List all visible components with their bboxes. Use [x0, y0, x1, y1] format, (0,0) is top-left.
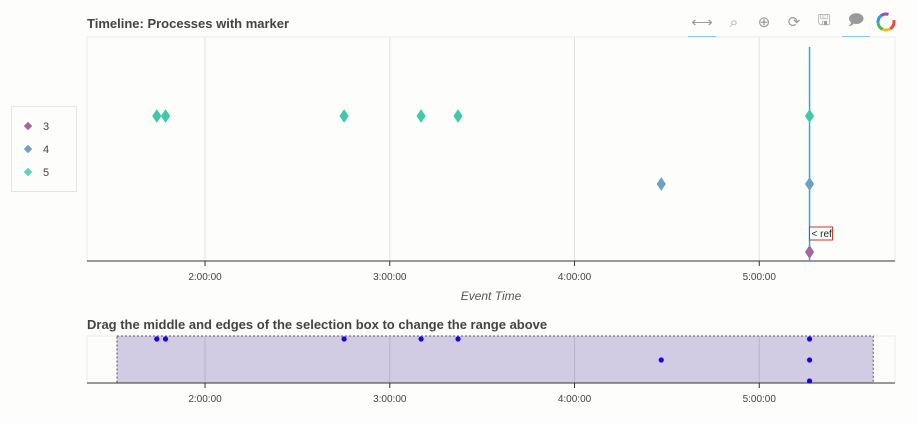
- range-point-process-4: [806, 357, 813, 363]
- range-point-process-5: [341, 336, 347, 342]
- data-point-process-3: [804, 245, 815, 259]
- range-point-process-5: [418, 336, 424, 342]
- data-point-process-4: [804, 177, 815, 191]
- main-title: Timeline: Processes with marker: [87, 16, 290, 31]
- legend-label-4: 4: [43, 144, 50, 156]
- range-tick-label: 5:00:00: [743, 394, 777, 405]
- data-point-process-5: [453, 109, 463, 123]
- range-tick-label: 4:00:00: [558, 394, 592, 405]
- range-point-process-5: [162, 336, 169, 342]
- range-tick-label: 2:00:00: [188, 394, 222, 405]
- legend[interactable]: 3 4 5: [11, 106, 77, 192]
- main-tick-label: 4:00:00: [558, 272, 592, 283]
- data-point-process-5: [416, 109, 426, 123]
- range-point-process-5: [154, 336, 160, 342]
- range-point-process-3: [806, 378, 813, 384]
- legend-label-5: 5: [43, 167, 50, 179]
- x-axis-label: Event Time: [461, 289, 522, 303]
- range-point-process-5: [455, 336, 461, 342]
- legend-item-4[interactable]: 4: [23, 144, 50, 156]
- legend-item-5[interactable]: 5: [23, 167, 50, 179]
- wheel-zoom-tool-icon[interactable]: ⊕: [757, 14, 771, 31]
- range-selection-box[interactable]: [116, 335, 874, 384]
- main-tick-label: 5:00:00: [743, 272, 777, 283]
- data-point-process-5: [804, 109, 815, 123]
- save-tool-icon[interactable]: 🖫: [817, 11, 831, 29]
- range-point-process-4: [658, 357, 664, 363]
- data-point-process-5: [152, 109, 162, 123]
- toolbar: ⟷ ⌕ ⊕ ⟳ 🖫 🗩: [688, 8, 910, 38]
- range-tick-label: 3:00:00: [373, 394, 407, 405]
- main-tick-label: 3:00:00: [373, 272, 407, 283]
- legend-label-3: 3: [43, 121, 50, 133]
- reset-tool-icon[interactable]: ⟳: [787, 14, 801, 31]
- range-point-process-5: [806, 336, 813, 342]
- reference-label: < ref: [812, 229, 833, 240]
- reference-label-box: [809, 226, 834, 241]
- legend-item-3[interactable]: 3: [23, 121, 50, 133]
- main-plot-area: [86, 36, 896, 262]
- bokeh-logo-icon[interactable]: [874, 11, 898, 33]
- main-tick-label: 2:00:00: [188, 272, 222, 283]
- data-point-process-5: [339, 109, 349, 123]
- data-point-process-4: [656, 177, 666, 191]
- range-title: Drag the middle and edges of the selecti…: [87, 317, 548, 332]
- box-zoom-tool-icon[interactable]: ⌕: [729, 13, 739, 31]
- data-point-process-5: [160, 109, 171, 123]
